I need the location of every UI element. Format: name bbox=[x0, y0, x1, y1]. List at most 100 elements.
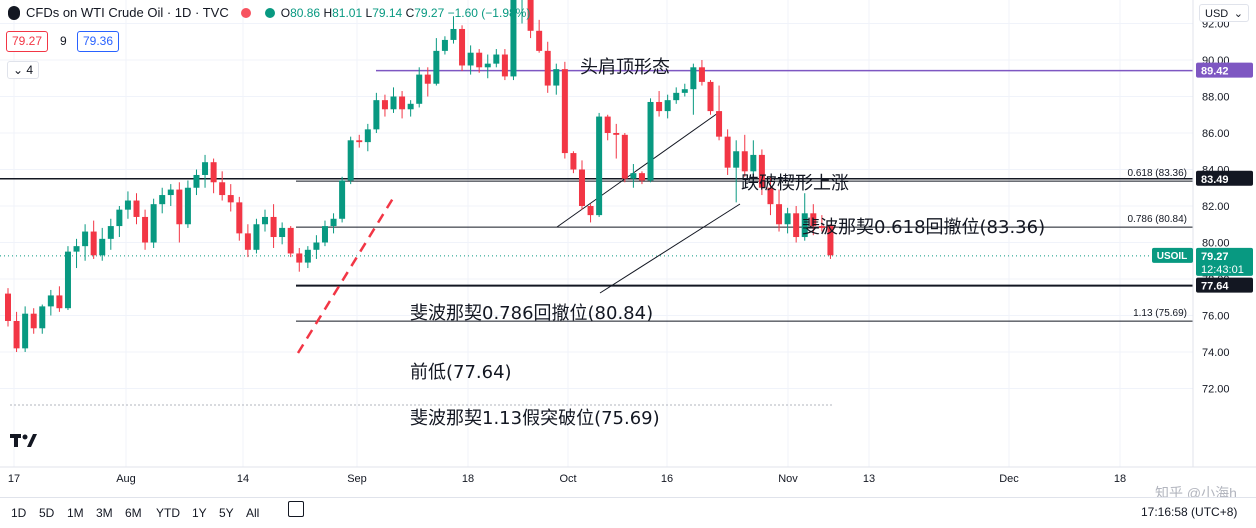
candle bbox=[210, 158, 217, 194]
candle bbox=[99, 227, 106, 261]
fib-level-label: 1.13 (75.69) bbox=[1133, 308, 1187, 319]
candle-body bbox=[64, 251, 71, 309]
time-axis[interactable]: 17 Aug 14 Sep 18 Oct 16 Nov 13 Dec 18 bbox=[0, 466, 1256, 485]
candle bbox=[604, 114, 611, 141]
price-label-box bbox=[1196, 170, 1253, 186]
candle-body bbox=[381, 100, 388, 110]
ohlc-values: O80.86 H81.01 L79.14 C79.27 −1.60 (−1.98… bbox=[280, 5, 531, 20]
candle-body bbox=[527, 0, 534, 31]
candle-body bbox=[313, 242, 320, 250]
candle bbox=[176, 182, 183, 243]
market-status-icon bbox=[240, 7, 251, 18]
candle bbox=[150, 198, 157, 248]
candle bbox=[262, 209, 269, 232]
candle-body bbox=[304, 249, 311, 263]
sell-price-button[interactable]: 79.27 bbox=[6, 31, 49, 52]
candle bbox=[202, 154, 209, 188]
candle-body bbox=[656, 101, 663, 112]
range-button-3m[interactable]: 3M bbox=[96, 506, 113, 520]
candle bbox=[5, 288, 11, 327]
symbol-header: CFDs on WTI Crude Oil · 1D · TVC O80.86 … bbox=[8, 5, 530, 20]
chart-annotation: 前低(77.64) bbox=[410, 362, 512, 383]
time-tick-label: 18 bbox=[1114, 473, 1126, 485]
candle bbox=[304, 246, 311, 269]
candle-body bbox=[561, 69, 568, 154]
candle-body bbox=[621, 134, 628, 179]
candle bbox=[227, 184, 234, 212]
candle-body bbox=[767, 187, 774, 205]
candle-body bbox=[484, 63, 491, 68]
currency-select[interactable]: USD ⌄ bbox=[1199, 4, 1249, 22]
range-button-5d[interactable]: 5D bbox=[39, 506, 55, 520]
candle bbox=[578, 160, 585, 210]
candle-body bbox=[5, 293, 11, 321]
candle-body bbox=[210, 162, 217, 183]
indicators-toggle[interactable]: ⌄ 4 bbox=[7, 61, 40, 79]
candle bbox=[758, 149, 765, 196]
candle bbox=[64, 246, 71, 311]
candle bbox=[330, 213, 337, 234]
symbol-title[interactable]: CFDs on WTI Crude Oil · 1D · TVC bbox=[26, 5, 229, 20]
candle bbox=[707, 80, 714, 115]
candle-body bbox=[630, 173, 637, 179]
candle-body bbox=[758, 154, 765, 188]
candle-body bbox=[776, 204, 783, 225]
price-tick-label: 72.00 bbox=[1202, 384, 1230, 396]
live-status-icon bbox=[264, 7, 275, 18]
countdown-text: 12:43:01 bbox=[1201, 264, 1244, 276]
candle bbox=[184, 180, 191, 228]
candle bbox=[527, 0, 534, 39]
time-tick-label: Oct bbox=[559, 473, 576, 485]
price-chart[interactable]: 72.0074.0076.0078.0080.0082.0084.0086.00… bbox=[0, 0, 1256, 497]
time-tick-label: 14 bbox=[237, 473, 249, 485]
candle bbox=[467, 45, 474, 75]
candle bbox=[13, 311, 20, 352]
symbol-logo-icon bbox=[8, 5, 20, 20]
candle-body bbox=[673, 92, 680, 101]
clock-display[interactable]: 17:16:58 (UTC+8) bbox=[1141, 505, 1238, 519]
candle bbox=[321, 220, 328, 247]
candle bbox=[193, 169, 200, 196]
candle bbox=[73, 238, 80, 269]
candle bbox=[493, 49, 500, 68]
candle-body bbox=[90, 231, 97, 256]
range-button-1d[interactable]: 1D bbox=[11, 506, 27, 520]
candle bbox=[356, 134, 363, 148]
range-button-1m[interactable]: 1M bbox=[67, 506, 84, 520]
candle-body bbox=[296, 253, 303, 263]
candle-body bbox=[476, 52, 483, 68]
price-axis[interactable]: 72.0074.0076.0078.0080.0082.0084.0086.00… bbox=[1192, 0, 1230, 467]
candle-body bbox=[553, 69, 560, 86]
candle-body bbox=[741, 151, 748, 172]
candle-body bbox=[467, 52, 474, 66]
candle-body bbox=[570, 153, 577, 170]
date-range-icon[interactable] bbox=[288, 501, 304, 517]
buy-price-button[interactable]: 79.36 bbox=[77, 31, 120, 52]
candle bbox=[801, 193, 808, 241]
price-label-text: 83.49 bbox=[1201, 174, 1229, 186]
bottom-toolbar bbox=[0, 497, 1256, 528]
candle-body bbox=[99, 238, 106, 256]
chart-annotation: 斐波那契1.13假突破位(75.69) bbox=[410, 408, 660, 429]
candle-body bbox=[450, 28, 457, 40]
price-label-box bbox=[1196, 247, 1253, 276]
candle bbox=[621, 133, 628, 183]
range-button-1y[interactable]: 1Y bbox=[192, 506, 207, 520]
range-button-6m[interactable]: 6M bbox=[125, 506, 142, 520]
candle bbox=[56, 286, 63, 312]
candle-body bbox=[373, 100, 380, 130]
candle bbox=[253, 218, 260, 254]
range-button-5y[interactable]: 5Y bbox=[219, 506, 234, 520]
time-tick-label: 16 bbox=[661, 473, 673, 485]
candle bbox=[381, 94, 388, 117]
candle bbox=[133, 193, 140, 225]
candle-body bbox=[56, 295, 63, 309]
range-button-all[interactable]: All bbox=[246, 506, 260, 520]
range-button-ytd[interactable]: YTD bbox=[156, 506, 180, 520]
time-tick-label: Aug bbox=[116, 473, 136, 485]
candle bbox=[741, 134, 748, 177]
candle-body bbox=[784, 213, 791, 225]
chart-annotation: 斐波那契0.786回撤位(80.84) bbox=[410, 303, 653, 324]
price-label: 83.49 bbox=[1196, 170, 1253, 186]
candle bbox=[767, 176, 774, 216]
